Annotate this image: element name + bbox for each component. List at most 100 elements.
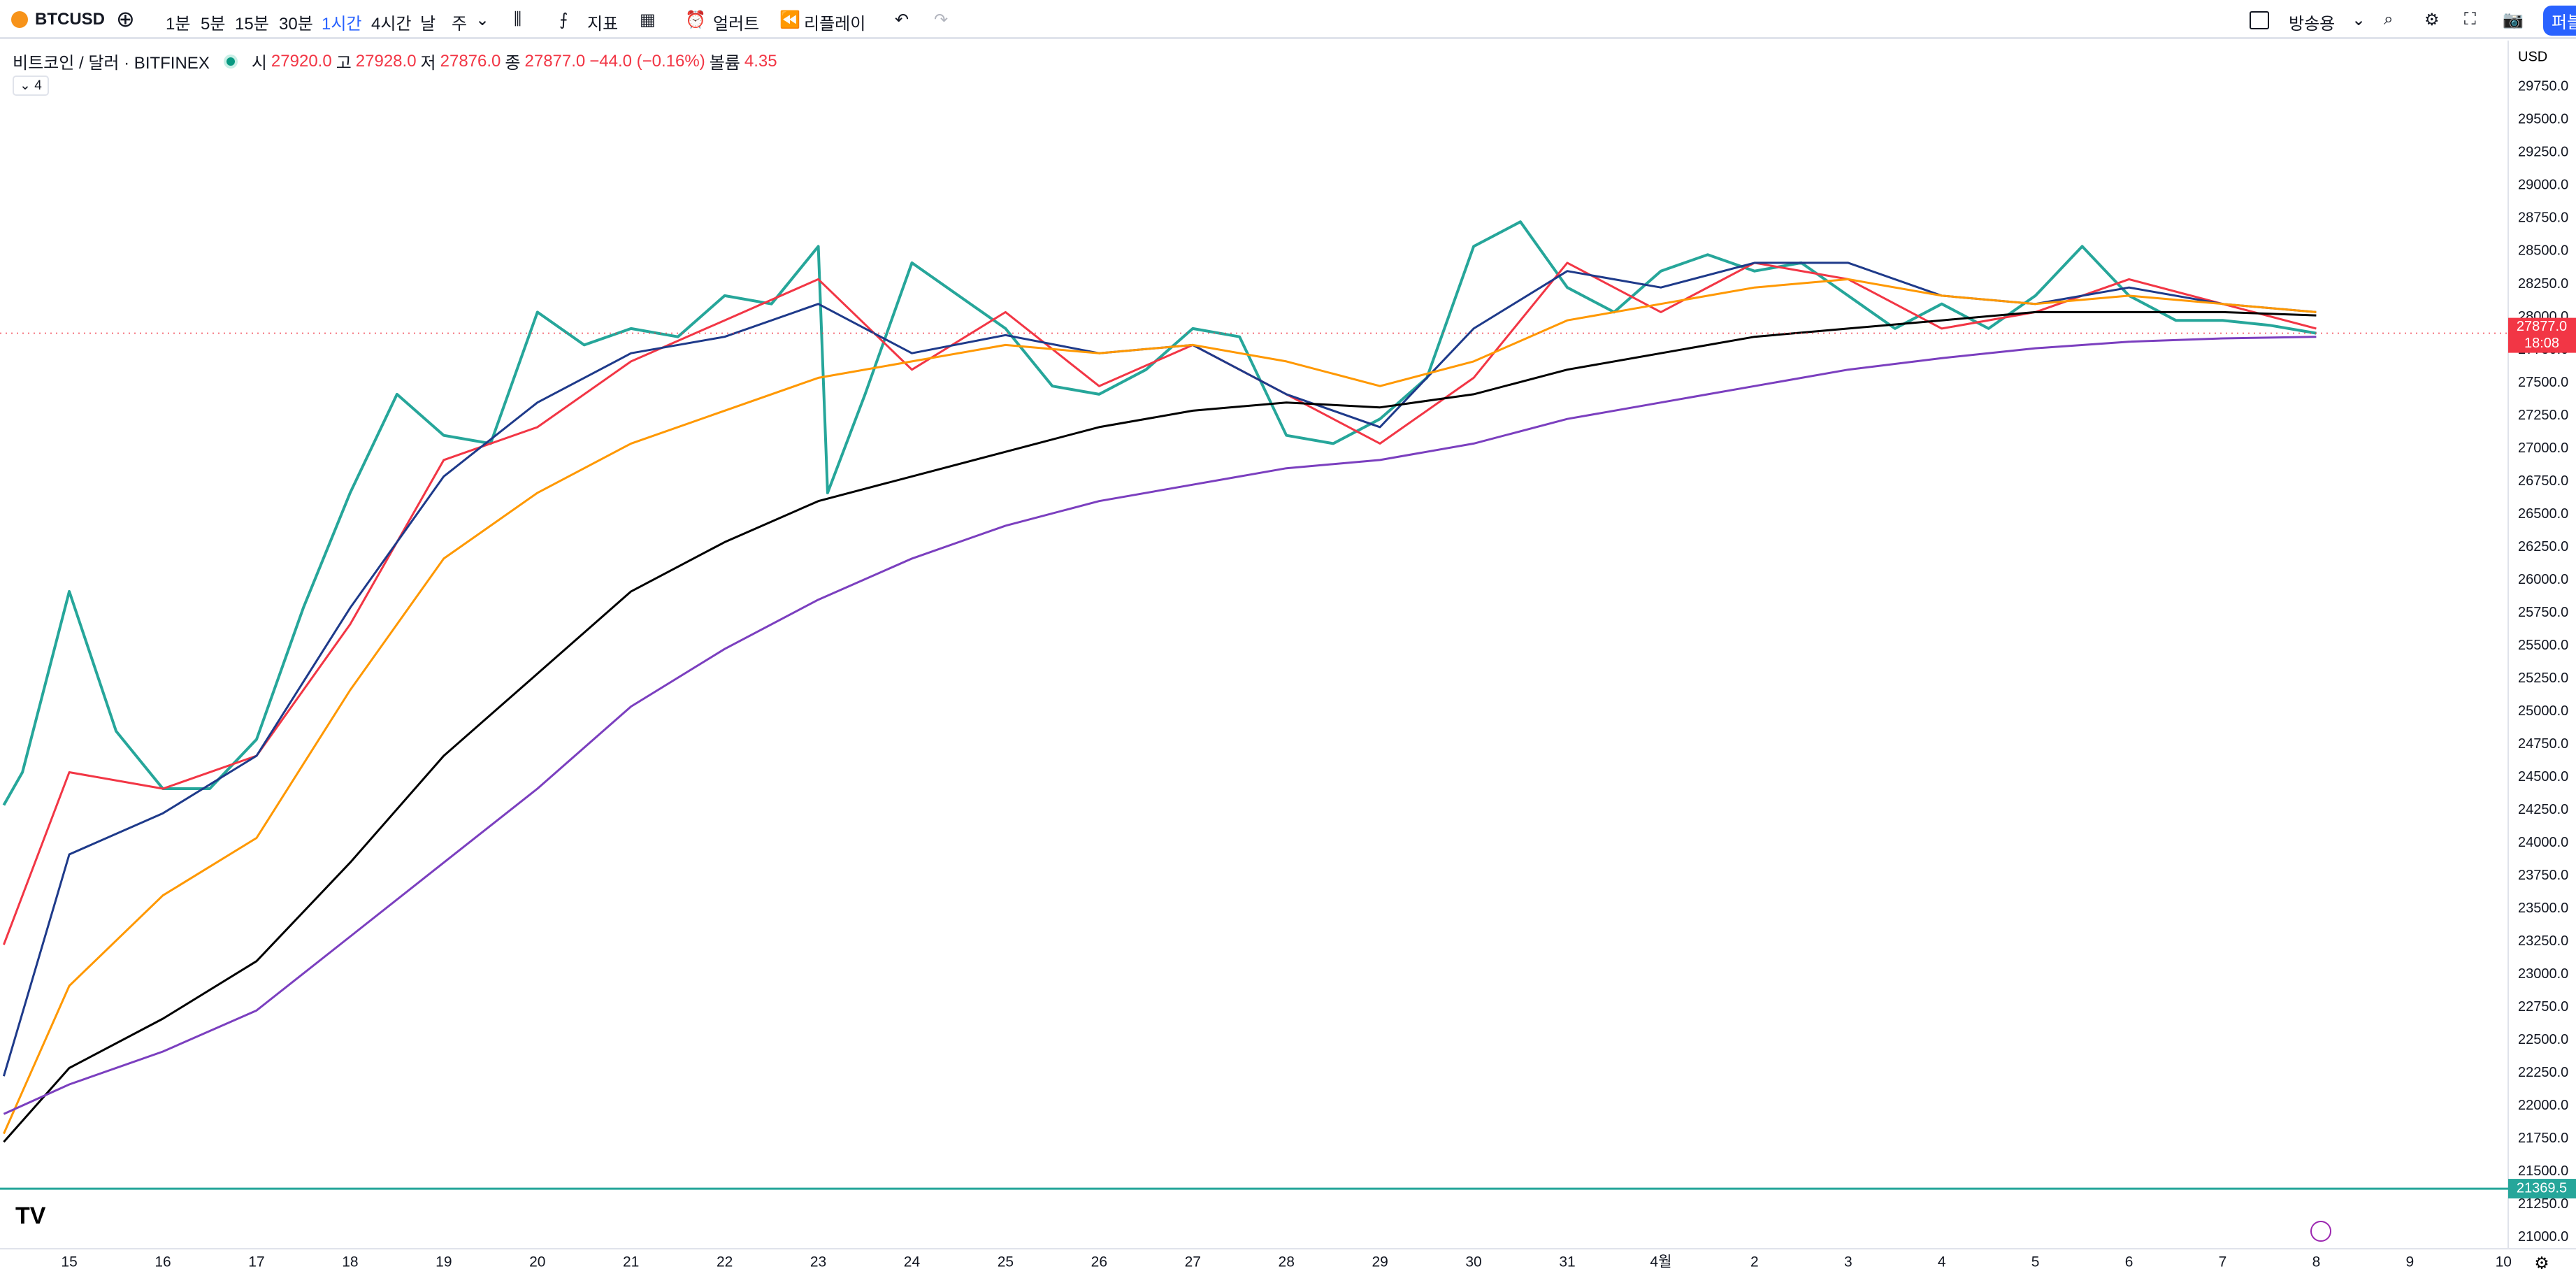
x-tick-label: 6 (2125, 1254, 2134, 1270)
countdown: 18:08 (2524, 336, 2559, 351)
x-tick-label: 7 (2219, 1254, 2227, 1270)
logo: TV (15, 1203, 46, 1229)
y-tick-label: 23250.0 (2518, 933, 2568, 949)
y-tick-label: 24750.0 (2518, 736, 2568, 752)
indicators[interactable]: 지표 (587, 15, 619, 34)
alert[interactable]: 얼러트 (713, 15, 760, 34)
last-price-label-bg (2508, 317, 2576, 353)
settings[interactable]: ⚙ (2424, 10, 2440, 29)
interval[interactable]: 1시간 (322, 15, 362, 34)
x-tick-label: 17 (248, 1254, 264, 1270)
interval[interactable]: 1분 (166, 15, 191, 34)
y-tick-label: 24500.0 (2518, 769, 2568, 784)
interval[interactable]: 주 (452, 15, 468, 34)
x-tick-label: 25 (998, 1254, 1014, 1270)
y-tick-label: 22000.0 (2518, 1098, 2568, 1113)
symbol-title: 비트코인 / 달러 · BITFINEX (13, 54, 210, 73)
lightning-icon[interactable] (2310, 1221, 2331, 1242)
add-symbol[interactable]: ⊕ (116, 6, 135, 31)
y-tick-label: 28250.0 (2518, 276, 2568, 292)
ohlc-label: 고 (336, 54, 352, 73)
layout-menu[interactable]: ⌄ (2352, 10, 2366, 29)
moving-average (3, 310, 2317, 1143)
ohlc-label: 종 (505, 54, 521, 73)
alert-icon[interactable]: ⏰ (685, 10, 706, 29)
currency: USD (2518, 49, 2547, 64)
axis-settings[interactable]: ⚙ (2534, 1254, 2549, 1273)
ohlc-value: 27876.0 (440, 51, 501, 71)
x-tick-label: 24 (904, 1254, 921, 1270)
x-tick-label: 28 (1279, 1254, 1295, 1270)
x-tick-label: 3 (1844, 1254, 1852, 1270)
x-tick-label: 31 (1559, 1254, 1575, 1270)
y-tick-label: 26750.0 (2518, 473, 2568, 489)
snapshot[interactable]: 📷 (2503, 10, 2524, 29)
publish-button[interactable]: 퍼블 (2543, 6, 2576, 36)
layout-icon[interactable] (2250, 11, 2269, 29)
y-tick-label: 29250.0 (2518, 145, 2568, 160)
y-tick-label: 25000.0 (2518, 703, 2568, 719)
redo[interactable]: ↷ (934, 10, 949, 29)
change: −44.0 (−0.16%) (589, 51, 705, 71)
x-tick-label: 27 (1185, 1254, 1201, 1270)
y-tick-label: 27250.0 (2518, 408, 2568, 423)
search[interactable]: ⌕ (2384, 10, 2394, 29)
undo[interactable]: ↶ (895, 10, 909, 29)
legend: 비트코인 / 달러 · BITFINEX 시 27920.0 고 27928.0 저… (13, 49, 777, 73)
ohlc-label: 시 (251, 54, 267, 73)
y-tick-label: 29500.0 (2518, 112, 2568, 127)
interval[interactable]: 15분 (235, 15, 269, 34)
interval[interactable]: 날 (420, 15, 436, 34)
moving-average (2, 261, 2317, 1077)
x-tick-label: 23 (810, 1254, 826, 1270)
replay-icon[interactable]: ⏪ (779, 10, 800, 29)
interval-menu[interactable]: ⌄ (475, 10, 490, 29)
y-tick-label: 28750.0 (2518, 210, 2568, 226)
indicator-icon[interactable]: ⨍ (559, 10, 568, 29)
symbol[interactable]: BTCUSD (35, 10, 105, 29)
x-tick-label: 4월 (1650, 1254, 1671, 1270)
interval[interactable]: 30분 (279, 15, 313, 34)
ohlc-value: 27877.0 (524, 51, 586, 71)
y-tick-label: 21250.0 (2518, 1196, 2568, 1212)
indicator-toggle[interactable]: ⌄ 4 (13, 76, 49, 96)
ohlc-label: 저 (420, 54, 436, 73)
interval[interactable]: 4시간 (371, 15, 412, 34)
interval[interactable]: 5분 (201, 15, 226, 34)
layouts[interactable]: ▦ (640, 10, 656, 29)
moving-average (2, 261, 2317, 945)
y-tick-label: 22750.0 (2518, 999, 2568, 1015)
y-tick-label: 27000.0 (2518, 440, 2568, 456)
volume-label: 볼륨 (709, 54, 740, 73)
x-tick-label: 26 (1091, 1254, 1107, 1270)
ohlc-value: 27920.0 (271, 51, 332, 71)
indicator-count: 4 (34, 78, 42, 93)
fullscreen[interactable]: ⛶ (2464, 10, 2476, 29)
x-tick-label: 22 (717, 1254, 733, 1270)
price-line (2, 220, 2317, 806)
y-tick-label: 23000.0 (2518, 966, 2568, 982)
chart-type[interactable]: ⫼ (514, 10, 522, 29)
y-tick-label: 26500.0 (2518, 506, 2568, 522)
y-tick-label: 21000.0 (2518, 1229, 2568, 1245)
x-tick-label: 29 (1372, 1254, 1388, 1270)
y-tick-label: 21750.0 (2518, 1131, 2568, 1146)
last-price-label: 27877.0 (2517, 319, 2567, 334)
x-tick-label: 30 (1465, 1254, 1481, 1270)
replay[interactable]: 리플레이 (804, 15, 866, 34)
x-tick-label: 16 (154, 1254, 171, 1270)
horizontal-line-label: 21369.5 (2517, 1180, 2567, 1196)
y-tick-label: 25500.0 (2518, 638, 2568, 653)
y-tick-label: 22500.0 (2518, 1032, 2568, 1047)
x-tick-label: 9 (2406, 1254, 2415, 1270)
horizontal-line-label-bg (2508, 1179, 2576, 1199)
y-tick-label: 27500.0 (2518, 375, 2568, 390)
y-tick-label: 29750.0 (2518, 79, 2568, 94)
y-tick-label: 24000.0 (2518, 835, 2568, 850)
layout-name[interactable]: 방송용 (2289, 15, 2336, 34)
y-tick-label: 21500.0 (2518, 1163, 2568, 1179)
y-tick-label: 26250.0 (2518, 539, 2568, 554)
x-tick-label: 18 (342, 1254, 358, 1270)
